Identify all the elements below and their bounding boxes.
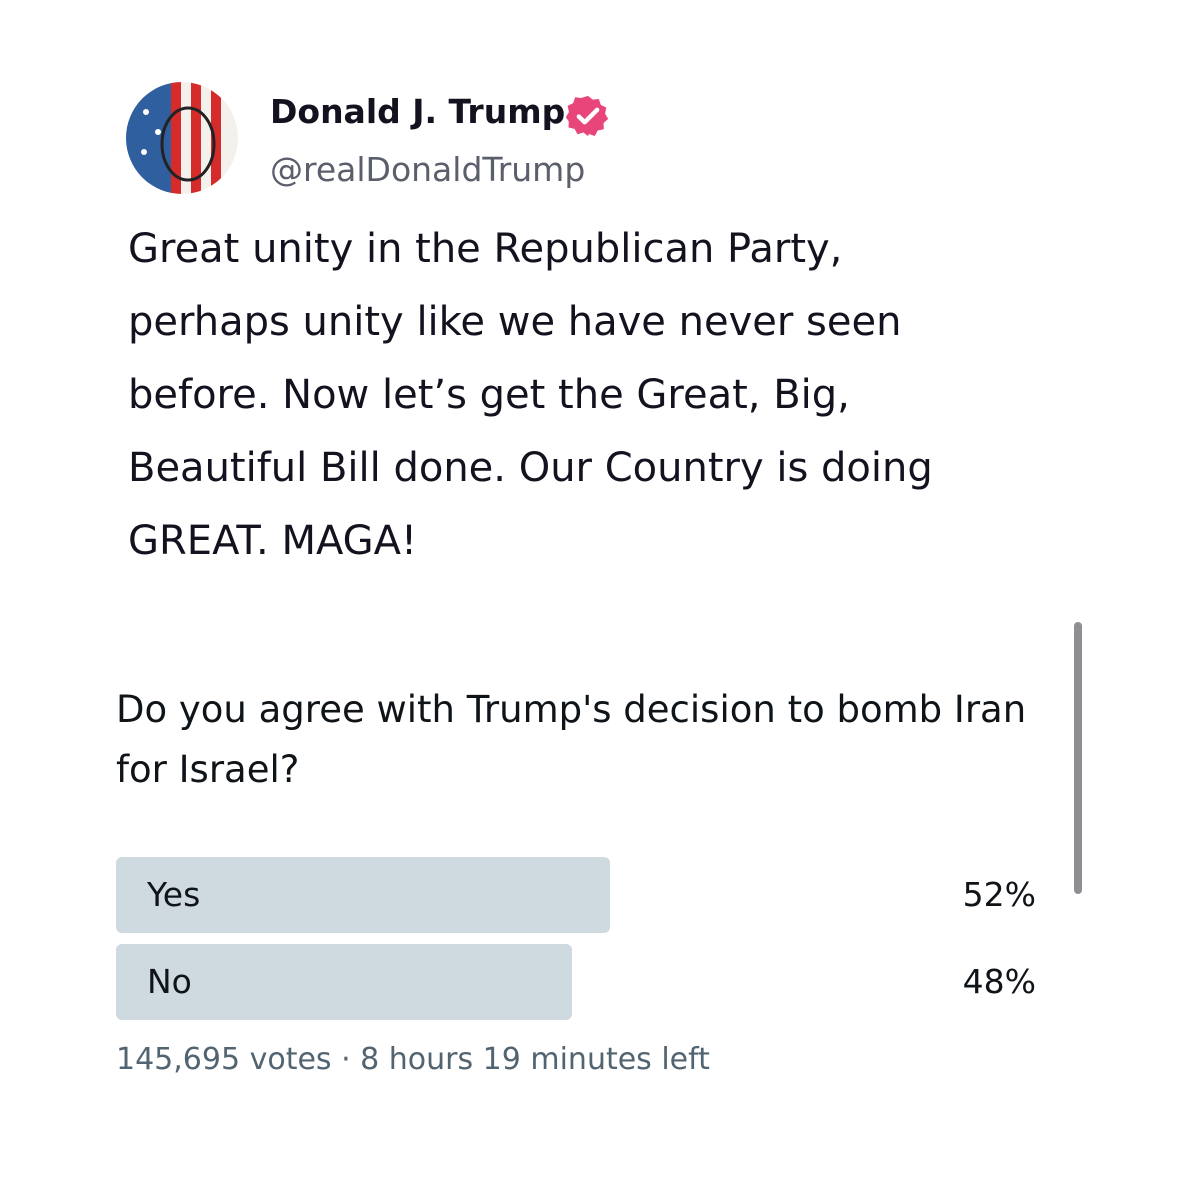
poll-footer: 145,695 votes · 8 hours 19 minutes left xyxy=(116,1042,710,1077)
poll-question-line: for Israel? xyxy=(116,748,300,791)
poll-percent-label: 52% xyxy=(962,875,1036,914)
post-text-line: Great unity in the Republican Party, xyxy=(128,226,843,272)
avatar xyxy=(126,82,238,194)
post-text-line: GREAT. MAGA! xyxy=(128,518,418,564)
poll-percent-label: 48% xyxy=(962,962,1036,1001)
scrollbar[interactable] xyxy=(1074,622,1082,894)
author-name[interactable]: Donald J. Trump xyxy=(270,92,566,131)
post-text-line: Beautiful Bill done. Our Country is doin… xyxy=(128,445,933,491)
poll-option-label[interactable]: Yes xyxy=(147,875,201,914)
post-text-line: before. Now let’s get the Great, Big, xyxy=(128,372,850,418)
poll-bar[interactable] xyxy=(116,857,610,933)
poll-option-label[interactable]: No xyxy=(147,962,192,1001)
poll-question-line: Do you agree with Trump's decision to bo… xyxy=(116,688,1027,731)
post-text-line: perhaps unity like we have never seen xyxy=(128,299,902,345)
verified-badge xyxy=(566,95,609,137)
poll-bar[interactable] xyxy=(116,944,572,1020)
author-handle[interactable]: @realDonaldTrump xyxy=(270,150,586,189)
